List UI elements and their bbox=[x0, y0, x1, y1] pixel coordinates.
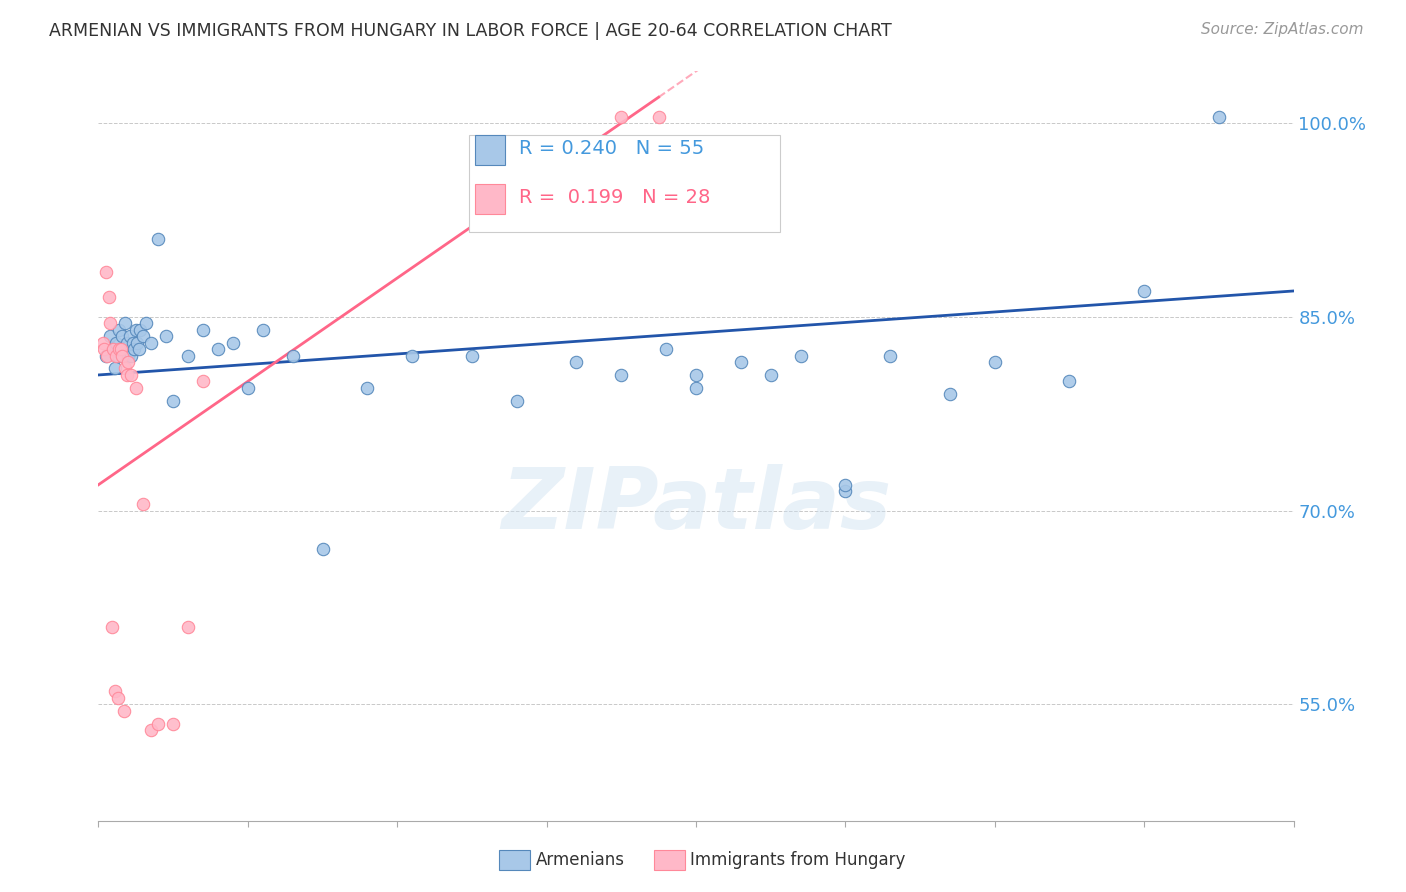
Point bbox=[148, 232, 170, 246]
Point bbox=[155, 329, 177, 343]
Point bbox=[107, 349, 129, 363]
Point bbox=[647, 110, 669, 124]
Point bbox=[191, 323, 214, 337]
Point bbox=[162, 716, 184, 731]
Point bbox=[114, 316, 136, 330]
Point bbox=[1059, 375, 1081, 389]
Point bbox=[132, 329, 155, 343]
Point bbox=[110, 342, 132, 356]
Point bbox=[103, 342, 125, 356]
Text: R = 0.240   N = 55: R = 0.240 N = 55 bbox=[519, 139, 704, 158]
Point bbox=[125, 323, 148, 337]
Point bbox=[111, 349, 134, 363]
Point bbox=[96, 349, 118, 363]
Point bbox=[610, 110, 633, 124]
Point bbox=[177, 620, 200, 634]
Point bbox=[115, 335, 138, 350]
Point bbox=[105, 335, 128, 350]
Point bbox=[162, 393, 184, 408]
Point bbox=[124, 342, 146, 356]
Point bbox=[98, 329, 122, 343]
Point bbox=[565, 355, 588, 369]
Point bbox=[222, 335, 245, 350]
Point bbox=[94, 349, 117, 363]
Point bbox=[1133, 284, 1156, 298]
Point bbox=[834, 484, 856, 499]
Point bbox=[730, 355, 752, 369]
Point bbox=[91, 335, 114, 350]
Point bbox=[177, 349, 200, 363]
Point bbox=[93, 342, 115, 356]
Point bbox=[121, 335, 143, 350]
Point bbox=[759, 368, 782, 382]
Point bbox=[112, 704, 135, 718]
Point bbox=[104, 361, 127, 376]
Point bbox=[1208, 110, 1230, 124]
Point bbox=[117, 355, 139, 369]
Point bbox=[461, 349, 484, 363]
FancyBboxPatch shape bbox=[470, 135, 780, 233]
Point bbox=[114, 361, 136, 376]
Point bbox=[252, 323, 274, 337]
Text: R =  0.199   N = 28: R = 0.199 N = 28 bbox=[519, 187, 710, 207]
Point bbox=[311, 542, 333, 557]
Text: ZIPatlas: ZIPatlas bbox=[501, 465, 891, 548]
Point bbox=[139, 723, 162, 738]
Point bbox=[148, 716, 170, 731]
Point bbox=[117, 349, 139, 363]
Text: ARMENIAN VS IMMIGRANTS FROM HUNGARY IN LABOR FORCE | AGE 20-64 CORRELATION CHART: ARMENIAN VS IMMIGRANTS FROM HUNGARY IN L… bbox=[49, 22, 891, 40]
Point bbox=[401, 349, 423, 363]
Point bbox=[98, 316, 122, 330]
Point bbox=[112, 349, 135, 363]
Text: Armenians: Armenians bbox=[536, 851, 624, 869]
Point bbox=[506, 393, 529, 408]
FancyBboxPatch shape bbox=[475, 135, 505, 165]
Point bbox=[129, 323, 152, 337]
Point bbox=[107, 690, 129, 705]
Point bbox=[97, 290, 120, 304]
Point bbox=[108, 342, 131, 356]
Point bbox=[356, 381, 378, 395]
Point bbox=[281, 349, 304, 363]
Point bbox=[834, 477, 856, 491]
Point bbox=[132, 497, 155, 511]
Point bbox=[610, 368, 633, 382]
Point bbox=[110, 342, 132, 356]
Point bbox=[207, 342, 229, 356]
Point bbox=[128, 342, 150, 356]
Point bbox=[94, 264, 117, 278]
Point bbox=[105, 349, 128, 363]
Point bbox=[939, 387, 962, 401]
Point bbox=[101, 620, 124, 634]
Point bbox=[103, 342, 125, 356]
Point bbox=[139, 335, 162, 350]
Point bbox=[655, 342, 678, 356]
Point bbox=[685, 381, 707, 395]
Point bbox=[984, 355, 1007, 369]
Point bbox=[879, 349, 901, 363]
Point bbox=[685, 368, 707, 382]
Point bbox=[236, 381, 259, 395]
Point bbox=[115, 368, 138, 382]
Point bbox=[120, 368, 142, 382]
Point bbox=[111, 329, 134, 343]
Point bbox=[125, 381, 148, 395]
Point bbox=[127, 335, 149, 350]
Text: Source: ZipAtlas.com: Source: ZipAtlas.com bbox=[1201, 22, 1364, 37]
Point bbox=[104, 684, 127, 698]
Point bbox=[118, 329, 141, 343]
FancyBboxPatch shape bbox=[475, 184, 505, 214]
Point bbox=[135, 316, 157, 330]
Text: Immigrants from Hungary: Immigrants from Hungary bbox=[690, 851, 905, 869]
Point bbox=[120, 349, 142, 363]
Point bbox=[108, 323, 131, 337]
Point bbox=[789, 349, 811, 363]
Point bbox=[191, 375, 214, 389]
